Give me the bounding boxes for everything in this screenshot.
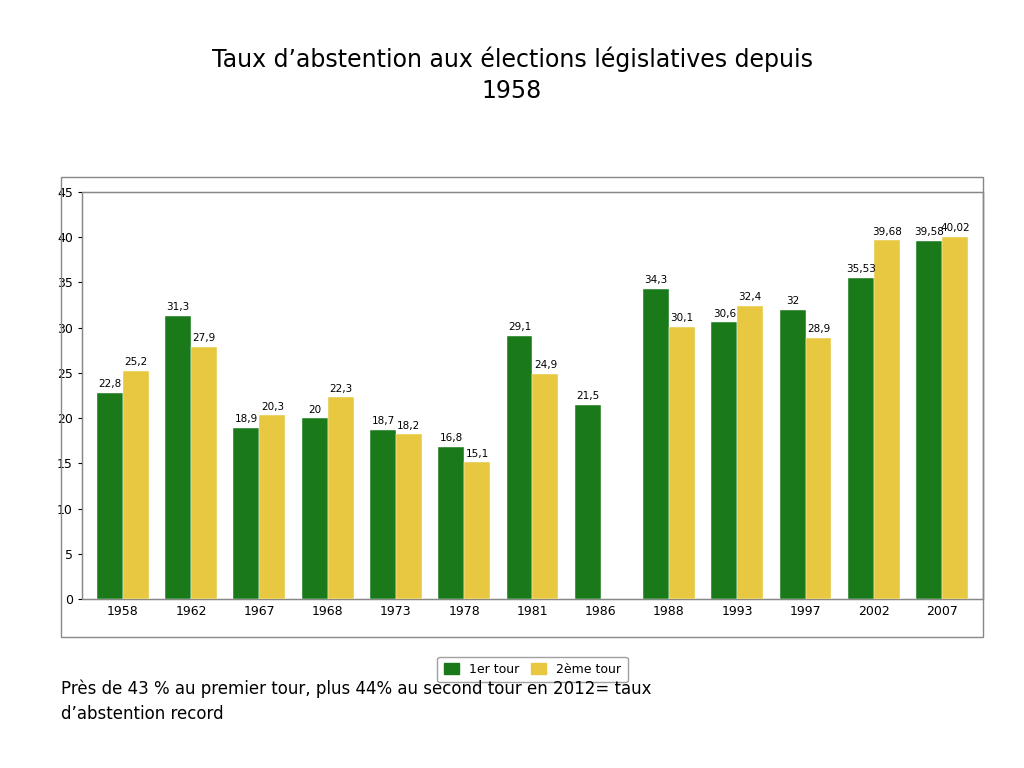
- Text: 18,2: 18,2: [397, 421, 421, 431]
- Bar: [873, 240, 900, 599]
- Text: 24,9: 24,9: [534, 360, 557, 370]
- Text: 32,4: 32,4: [738, 293, 762, 303]
- Text: 29,1: 29,1: [508, 323, 531, 333]
- Text: 27,9: 27,9: [193, 333, 216, 343]
- Text: 34,3: 34,3: [644, 275, 668, 285]
- Text: 28,9: 28,9: [807, 324, 830, 334]
- Bar: [191, 346, 217, 599]
- Text: 25,2: 25,2: [124, 357, 147, 367]
- Text: Près de 43 % au premier tour, plus 44% au second tour en 2012= taux
d’abstention: Près de 43 % au premier tour, plus 44% a…: [61, 680, 652, 723]
- Text: 21,5: 21,5: [577, 391, 599, 401]
- Bar: [165, 316, 191, 599]
- Bar: [123, 371, 148, 599]
- Text: Taux d’abstention aux élections législatives depuis
1958: Taux d’abstention aux élections législat…: [212, 46, 812, 103]
- Bar: [82, 192, 983, 599]
- Text: 31,3: 31,3: [167, 303, 189, 313]
- Bar: [643, 289, 669, 599]
- Text: 39,58: 39,58: [914, 227, 944, 237]
- Legend: 1er tour, 2ème tour: 1er tour, 2ème tour: [437, 657, 628, 682]
- Bar: [396, 435, 422, 599]
- Bar: [669, 326, 695, 599]
- Text: 15,1: 15,1: [466, 449, 488, 458]
- Text: 20: 20: [308, 405, 322, 415]
- Text: 32: 32: [786, 296, 799, 306]
- Bar: [942, 237, 968, 599]
- Bar: [302, 418, 328, 599]
- Bar: [507, 336, 532, 599]
- Text: 39,68: 39,68: [871, 227, 902, 237]
- Bar: [712, 323, 737, 599]
- Text: 16,8: 16,8: [439, 433, 463, 443]
- Text: 30,1: 30,1: [671, 313, 693, 323]
- Text: 22,3: 22,3: [329, 384, 352, 394]
- Text: 30,6: 30,6: [713, 309, 736, 319]
- Text: 35,53: 35,53: [846, 264, 876, 274]
- Bar: [737, 306, 763, 599]
- Text: 18,9: 18,9: [234, 415, 258, 425]
- Bar: [574, 405, 601, 599]
- Bar: [97, 392, 123, 599]
- Text: 18,7: 18,7: [372, 416, 394, 426]
- Text: 40,02: 40,02: [940, 223, 970, 233]
- Bar: [328, 397, 353, 599]
- Bar: [806, 338, 831, 599]
- Bar: [370, 430, 396, 599]
- Bar: [438, 447, 464, 599]
- Bar: [916, 241, 942, 599]
- Bar: [779, 310, 806, 599]
- Bar: [848, 278, 873, 599]
- Text: 22,8: 22,8: [98, 379, 122, 389]
- Bar: [464, 462, 490, 599]
- Bar: [259, 415, 286, 599]
- Bar: [233, 428, 259, 599]
- Bar: [532, 374, 558, 599]
- Text: 20,3: 20,3: [261, 402, 284, 412]
